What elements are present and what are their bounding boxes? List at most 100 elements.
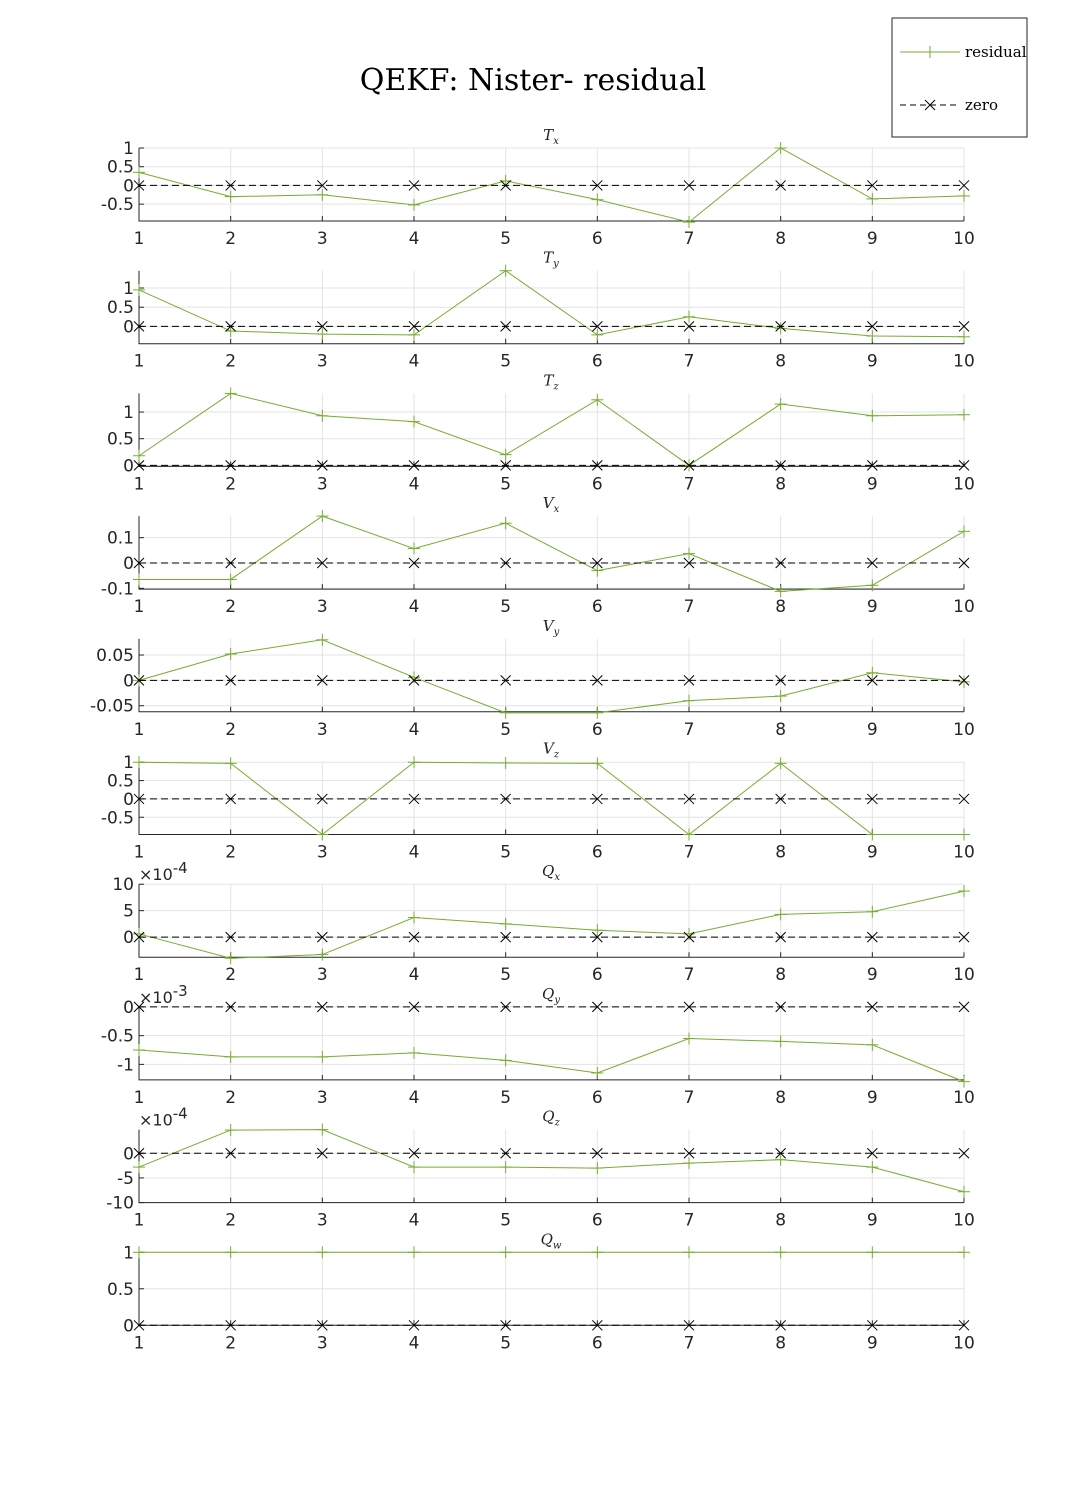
zero-point (866, 1001, 878, 1013)
zero-point (316, 180, 328, 191)
x-tick-label: 5 (500, 1211, 511, 1231)
x-tick-label: 8 (775, 229, 786, 249)
residual-point (774, 690, 787, 703)
residual-point (316, 409, 329, 422)
x-tick-label: 5 (500, 720, 511, 740)
x-tick-label: 5 (500, 474, 511, 494)
zero-point (591, 1319, 603, 1331)
x-tick-label: 4 (409, 229, 420, 249)
x-tick-label: 8 (775, 474, 786, 494)
zero-point (775, 793, 787, 805)
zero-point (683, 675, 695, 686)
x-tick-label: 10 (953, 965, 975, 985)
y-tick-label: 0 (123, 317, 134, 337)
x-tick-label: 3 (317, 597, 328, 617)
residual-point (866, 409, 879, 422)
x-tick-label: 10 (953, 1333, 975, 1353)
x-tick-label: 1 (134, 352, 145, 372)
y-tick-label: 0.5 (107, 772, 134, 792)
y-tick-label: -0.5 (101, 195, 134, 215)
residual-point (408, 1161, 420, 1174)
zero-point (316, 1001, 328, 1013)
zero-point (408, 1147, 420, 1159)
y-tick-label: 0.5 (107, 1280, 134, 1300)
zero-point (500, 459, 512, 471)
x-tick-label: 6 (592, 720, 603, 740)
zero-point (133, 931, 145, 943)
residual-point (774, 1153, 787, 1166)
residual-point (958, 1246, 970, 1259)
zero-point (408, 1319, 420, 1331)
y-tick-label: 0.5 (107, 298, 134, 318)
zero-point (500, 557, 512, 569)
residual-point (683, 216, 695, 229)
x-tick-label: 5 (500, 843, 511, 863)
residual-point (499, 1054, 512, 1067)
zero-point (133, 793, 145, 805)
subplot-title: Ty (543, 249, 559, 270)
residual-point (591, 706, 604, 719)
residual-point (499, 1246, 512, 1259)
x-tick-label: 9 (867, 843, 878, 863)
legend-x-marker (924, 99, 936, 111)
residual-point (866, 666, 879, 679)
x-tick-label: 8 (775, 352, 786, 372)
x-tick-label: 9 (867, 352, 878, 372)
zero-point (133, 1001, 145, 1013)
zero-point (683, 1147, 695, 1159)
residual-point (683, 828, 695, 841)
zero-point (133, 1319, 145, 1331)
zero-point (683, 793, 695, 805)
residual-point (958, 1075, 970, 1088)
zero-point (316, 459, 328, 471)
x-tick-label: 5 (500, 1088, 511, 1108)
residual-point (958, 828, 970, 841)
x-tick-label: 4 (409, 597, 420, 617)
y-tick-label: 0 (123, 790, 134, 810)
x-tick-label: 7 (684, 965, 695, 985)
residual-point (774, 1246, 787, 1259)
zero-point (958, 321, 970, 332)
residual-point (591, 757, 604, 770)
zero-point (866, 321, 878, 332)
y-tick-label: 1 (123, 403, 134, 423)
y-tick-label: -0.1 (101, 579, 134, 599)
residual-point (316, 1050, 329, 1063)
zero-point (225, 321, 237, 332)
axes (138, 1129, 964, 1204)
x-tick-label: 7 (684, 1088, 695, 1108)
x-tick-label: 1 (134, 720, 145, 740)
residual-point (591, 1067, 604, 1080)
residual-point (866, 828, 879, 841)
axes (138, 638, 964, 713)
x-tick-label: 8 (775, 1333, 786, 1353)
subplot-qy: 1 2 3 4 5 6 7 8 9 10 0 -0.5 -1 Qy ×10-3 (101, 982, 975, 1108)
legend: residual zero (891, 17, 1028, 138)
axes (138, 393, 964, 467)
zero-point (775, 1319, 787, 1331)
y-tick-label: 0.05 (96, 646, 134, 666)
zero-point (408, 459, 420, 471)
zero-point (408, 675, 420, 686)
x-tick-label: 3 (317, 1211, 328, 1231)
zero-point (866, 793, 878, 805)
y-tick-label: -1 (117, 1055, 134, 1075)
x-tick-label: 7 (684, 1333, 695, 1353)
x-tick-label: 9 (867, 229, 878, 249)
residual-point (316, 948, 329, 961)
zero-point (591, 557, 603, 569)
y-tick-label: -0.5 (101, 1027, 134, 1047)
y-tick-label: -10 (106, 1194, 134, 1214)
zero-point (225, 557, 237, 569)
x-tick-label: 3 (317, 1333, 328, 1353)
zero-point (683, 180, 695, 191)
residual-point (133, 1044, 145, 1057)
residual-point (316, 828, 329, 841)
subplot-title: Qy (542, 985, 560, 1006)
y-tick-label: 1 (123, 753, 134, 773)
residual-point (499, 1161, 512, 1174)
legend-box (891, 17, 1028, 138)
